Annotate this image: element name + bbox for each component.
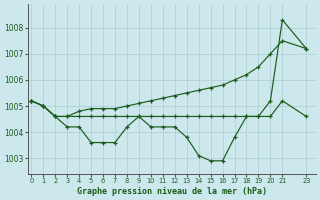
X-axis label: Graphe pression niveau de la mer (hPa): Graphe pression niveau de la mer (hPa) bbox=[77, 187, 267, 196]
